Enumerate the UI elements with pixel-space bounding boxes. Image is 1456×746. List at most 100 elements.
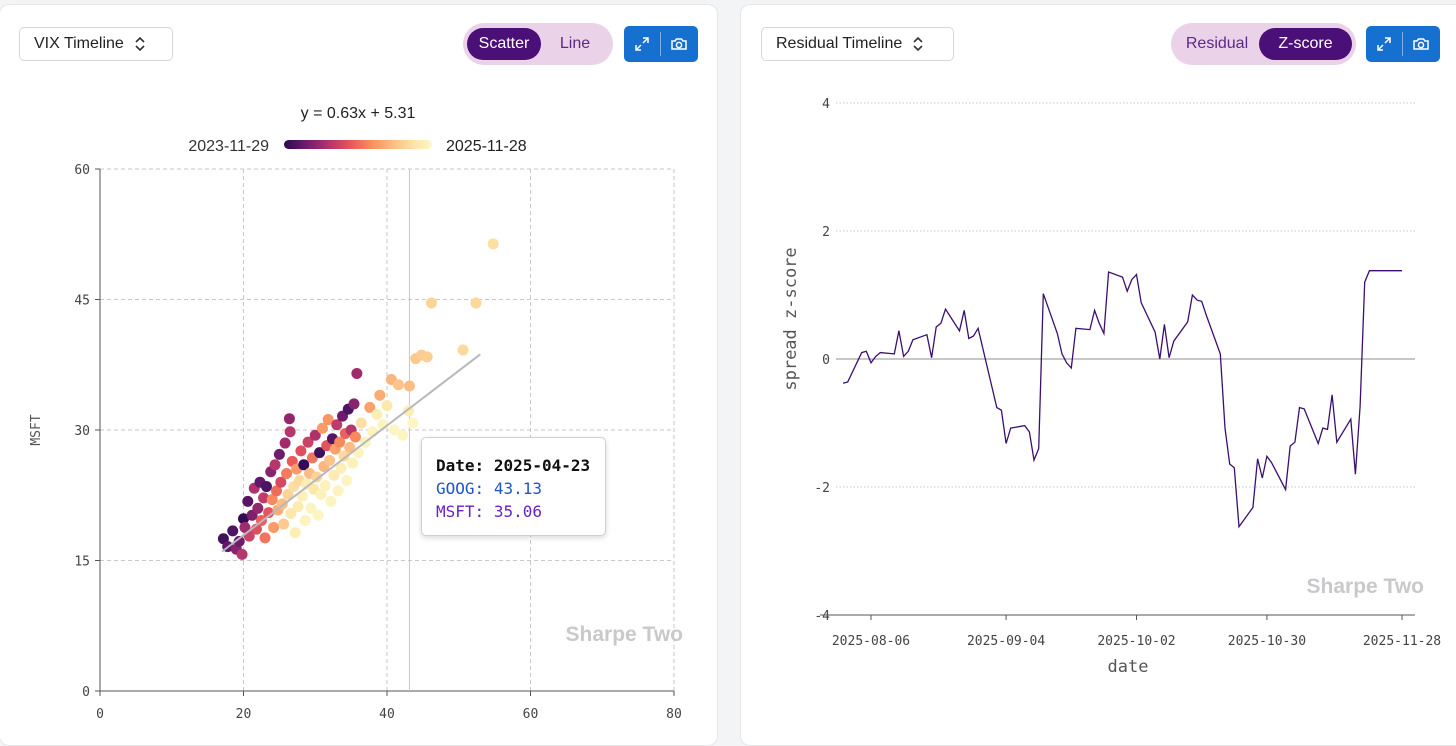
scatter-point — [284, 426, 296, 438]
scatter-point — [316, 422, 328, 434]
scatter-point — [341, 474, 353, 486]
scatter-point — [338, 450, 350, 462]
regression-line — [221, 353, 481, 553]
scatter-point — [325, 495, 337, 507]
scatter-point — [487, 238, 499, 250]
tooltip-y-label: MSFT: — [436, 502, 485, 521]
zscore-series-line — [842, 270, 1402, 529]
y-tick-label: 4 — [822, 97, 830, 112]
scatter-point — [269, 459, 281, 471]
residual-mode-toggle: Residual Z-score — [1171, 23, 1356, 65]
chart-toolbox — [1366, 26, 1440, 62]
scatter-point — [305, 502, 317, 514]
scatter-point — [470, 297, 482, 309]
residual-timeline-selector[interactable]: Residual Timeline — [761, 27, 954, 61]
chevron-updown-icon — [134, 36, 146, 52]
scatter-point — [322, 414, 334, 426]
camera-icon — [671, 38, 687, 50]
x-tick-label: 0 — [96, 707, 104, 722]
camera-icon — [1413, 38, 1429, 50]
scatter-point — [314, 447, 326, 459]
scatter-point — [266, 494, 278, 506]
scatter-point — [278, 518, 290, 530]
scatter-point — [319, 480, 331, 492]
scatter-point — [351, 367, 363, 379]
screenshot-button[interactable] — [1403, 26, 1439, 62]
scatter-point — [328, 469, 340, 481]
tooltip-x-value: 43.13 — [493, 479, 542, 498]
x-tick-label: 40 — [379, 707, 395, 722]
scatter-point — [271, 485, 283, 497]
y-tick-label: -4 — [814, 609, 830, 624]
expand-button[interactable] — [1366, 26, 1402, 62]
y-tick-label: 30 — [74, 424, 90, 439]
zscore-option[interactable]: Z-score — [1259, 28, 1352, 60]
scatter-point — [275, 476, 287, 488]
scatter-point — [347, 457, 359, 469]
colorbar-start-label: 2023-11-29 — [188, 138, 269, 155]
scatter-point — [355, 417, 367, 429]
scatter-point — [279, 437, 291, 449]
chart-type-toggle: Scatter Line — [463, 23, 613, 65]
scatter-point — [381, 400, 393, 412]
scatter-point — [407, 417, 419, 429]
scatter-point — [425, 297, 437, 309]
scatter-point — [252, 502, 264, 514]
watermark: Sharpe Two — [1307, 575, 1424, 598]
screenshot-button[interactable] — [661, 26, 697, 62]
y-tick-label: 15 — [74, 555, 90, 570]
scatter-point — [299, 514, 311, 526]
scatter-point — [292, 501, 304, 513]
tooltip-x-row: GOOG: 43.13 — [436, 477, 605, 500]
scatter-point — [289, 527, 301, 539]
x-tick-label: 2025-08-06 — [832, 634, 910, 649]
scatter-point — [348, 398, 360, 410]
tooltip-x-label: GOOG: — [436, 479, 485, 498]
toolbox-divider — [1402, 32, 1403, 56]
tooltip-y-value: 35.06 — [493, 502, 542, 521]
selector-label: VIX Timeline — [34, 35, 124, 52]
y-tick-label: 2 — [822, 225, 830, 240]
x-tick-label: 20 — [236, 707, 252, 722]
scatter-point — [371, 408, 383, 420]
watermark: Sharpe Two — [566, 623, 683, 646]
scatter-point — [311, 471, 323, 483]
scatter-point — [388, 424, 400, 436]
scatter-point — [263, 507, 275, 519]
scatter-point — [397, 429, 409, 441]
scatter-panel: VIX Timeline Scatter Line — [0, 4, 718, 746]
vix-timeline-selector[interactable]: VIX Timeline — [19, 27, 173, 61]
tooltip-date-label: Date: — [436, 456, 485, 475]
y-tick-label: 60 — [74, 163, 90, 178]
scatter-point — [324, 454, 336, 466]
residual-option[interactable]: Residual — [1185, 35, 1249, 52]
scatter-point — [312, 509, 324, 521]
scatter-point — [268, 521, 280, 533]
scatter-point — [298, 459, 310, 471]
x-tick-label: 2025-09-04 — [967, 634, 1045, 649]
toolbox-divider — [660, 32, 661, 56]
x-tick-label: 2025-10-30 — [1228, 634, 1306, 649]
scatter-point — [295, 445, 307, 457]
expand-button[interactable] — [624, 26, 660, 62]
scatter-point — [374, 389, 386, 401]
scatter-point — [421, 351, 433, 363]
line-option[interactable]: Line — [559, 35, 591, 52]
regression-equation: y = 0.63x + 5.31 — [301, 105, 416, 122]
scatter-point — [258, 492, 270, 504]
selector-label: Residual Timeline — [776, 35, 903, 52]
scatter-point — [283, 413, 295, 425]
scatter-option[interactable]: Scatter — [467, 28, 541, 60]
scatter-point — [457, 344, 469, 356]
x-tick-label: 60 — [523, 707, 539, 722]
x-axis-label: date — [1108, 657, 1149, 677]
scatter-point — [285, 508, 297, 520]
scatter-point — [344, 441, 356, 453]
expand-icon — [635, 37, 649, 51]
y-axis-label: MSFT — [29, 414, 44, 445]
scatter-point — [315, 488, 327, 500]
tooltip-y-row: MSFT: 35.06 — [436, 500, 605, 523]
x-tick-label: 80 — [666, 707, 682, 722]
y-tick-label: 45 — [74, 294, 90, 309]
scatter-point — [259, 532, 271, 544]
